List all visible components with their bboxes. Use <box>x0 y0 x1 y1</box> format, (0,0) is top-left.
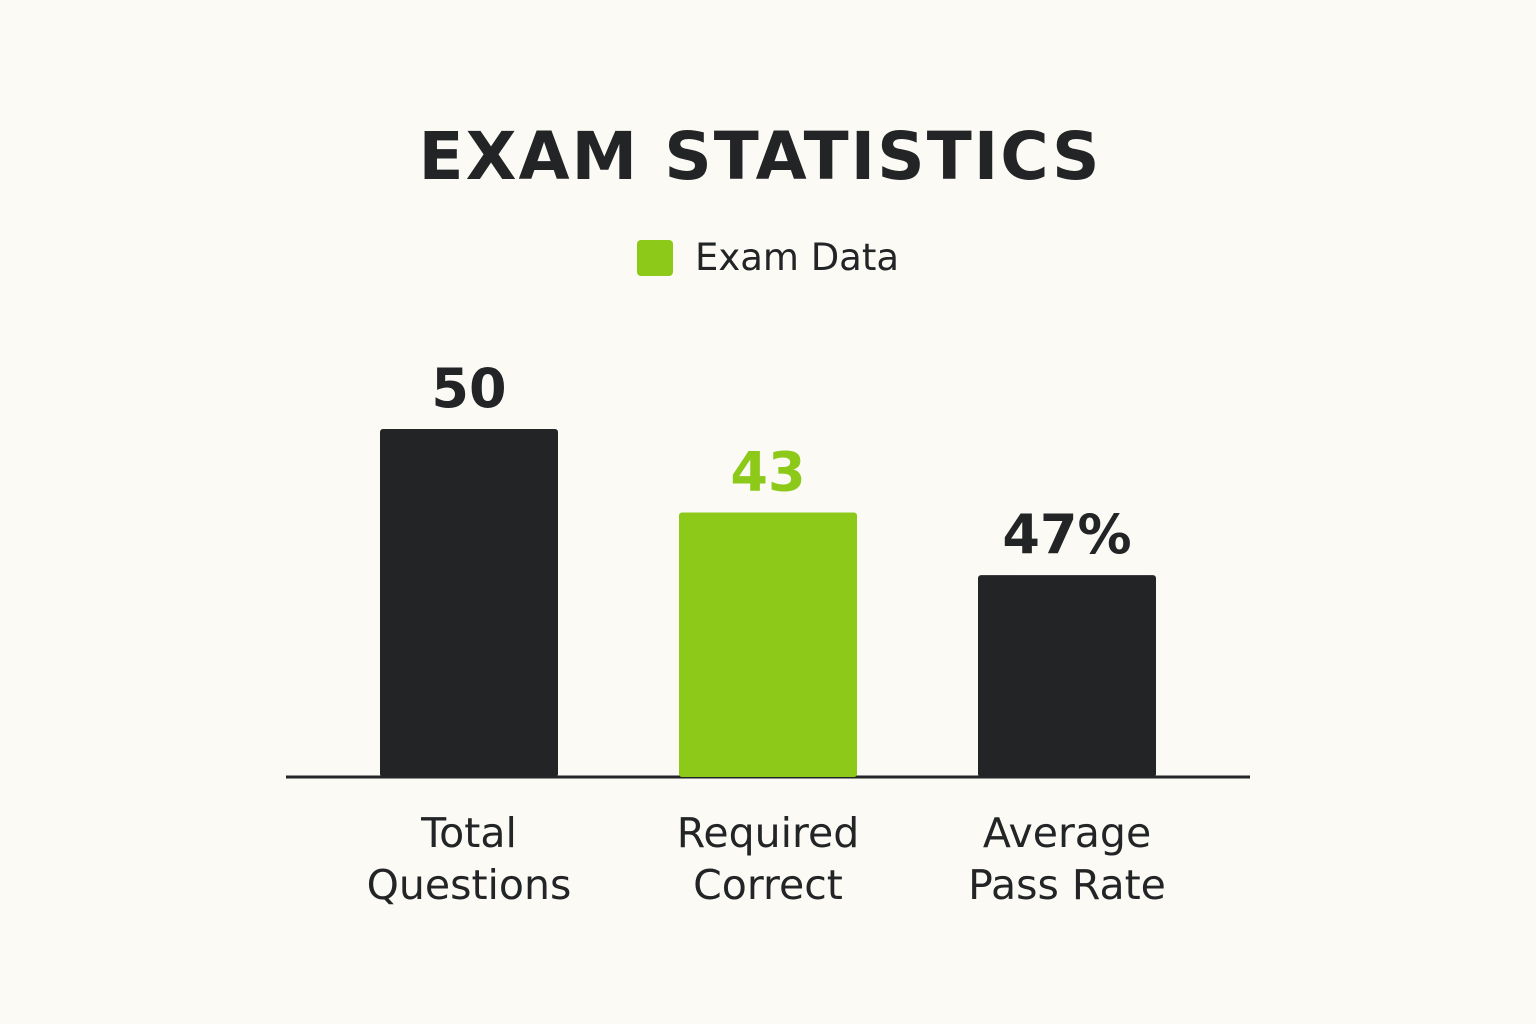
bar-0 <box>380 429 558 777</box>
category-label-1-line-0: Required <box>677 809 859 857</box>
bar-value-label-2: 47% <box>1002 503 1131 566</box>
category-label-1-line-1: Correct <box>693 861 843 909</box>
bar-value-label-1: 43 <box>730 441 805 504</box>
category-label-0-line-0: Total <box>420 809 517 857</box>
legend-label: Exam Data <box>694 236 900 279</box>
bar-2 <box>978 575 1156 777</box>
chart-title: EXAM STATISTICS <box>418 118 1102 195</box>
bar-value-label-0: 50 <box>431 357 506 420</box>
legend-swatch <box>636 240 673 276</box>
chart-legend: Exam Data <box>0 236 1536 280</box>
category-label-2-line-1: Pass Rate <box>968 861 1166 909</box>
bar-1 <box>679 512 857 777</box>
category-label-2-line-0: Average <box>983 809 1151 857</box>
category-label-0-line-1: Questions <box>367 861 572 909</box>
